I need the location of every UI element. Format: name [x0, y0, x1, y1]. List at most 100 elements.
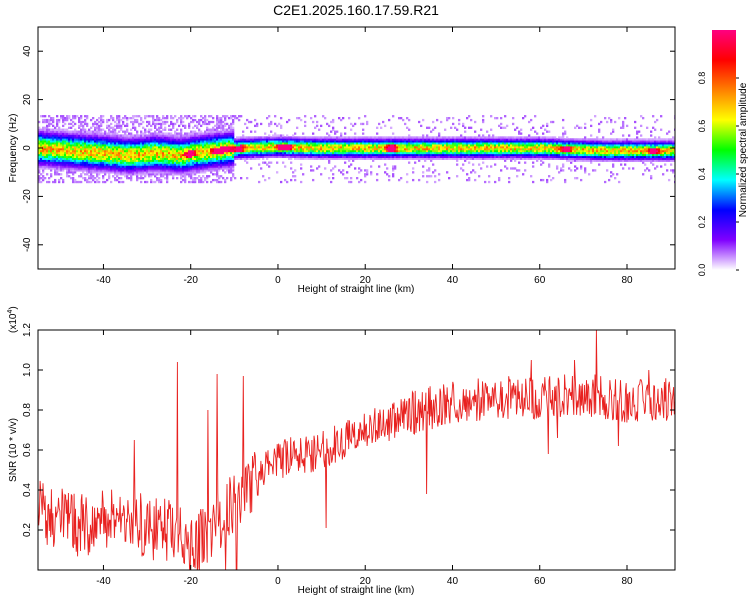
heatmap-cell: [156, 122, 159, 126]
heatmap-cell: [252, 155, 255, 159]
heatmap-cell: [134, 157, 137, 160]
heatmap-cell: [430, 149, 433, 153]
heatmap-cell: [210, 130, 213, 133]
heatmap-cell: [42, 175, 45, 178]
heatmap-cell: [376, 136, 379, 139]
heatmap-cell: [388, 136, 391, 139]
heatmap-cell: [546, 144, 549, 147]
heatmap-cell: [510, 151, 513, 155]
heatmap-cell: [294, 151, 297, 155]
heatmap-cell: [434, 144, 437, 147]
heatmap-cell: [224, 134, 227, 137]
heatmap-cell: [418, 142, 421, 145]
heatmap-cell: [340, 144, 343, 147]
heatmap-cell: [68, 138, 71, 141]
heatmap-cell: [98, 132, 101, 135]
heatmap-cell: [42, 118, 45, 122]
heatmap-cell: [376, 146, 379, 149]
heatmap-cell: [140, 169, 143, 172]
heatmap-cell: [220, 128, 223, 131]
heatmap-cell: [476, 138, 479, 141]
heatmap-cell: [164, 146, 167, 149]
heatmap-cell: [538, 151, 541, 155]
heatmap-cell: [464, 126, 467, 129]
heatmap-cell: [494, 153, 497, 157]
heatmap-cell: [278, 142, 281, 145]
heatmap-cell: [248, 149, 251, 153]
heatmap-cell: [402, 136, 405, 139]
heatmap-cell: [108, 142, 111, 145]
heatmap-cell: [276, 146, 279, 149]
heatmap-cell: [488, 136, 491, 139]
heatmap-cell: [202, 132, 205, 135]
heatmap-cell: [224, 122, 227, 126]
heatmap-cell: [380, 151, 383, 155]
heatmap-cell: [44, 177, 47, 180]
heatmap-cell: [154, 134, 157, 137]
heatmap-cell: [200, 163, 203, 166]
heatmap-cell: [174, 144, 177, 147]
heatmap-cell: [62, 151, 65, 155]
heatmap-cell: [460, 140, 463, 143]
heatmap-cell: [476, 144, 479, 147]
heatmap-cell: [200, 118, 203, 122]
heatmap-cell: [192, 178, 195, 182]
heatmap-cell: [378, 153, 381, 157]
heatmap-cell: [90, 175, 93, 178]
heatmap-cell: [82, 140, 85, 143]
heatmap-cell: [224, 128, 227, 131]
heatmap-cell: [98, 149, 101, 153]
heatmap-cell: [62, 134, 65, 137]
heatmap-cell: [208, 132, 211, 135]
heatmap-cell: [204, 169, 207, 172]
heatmap-cell: [46, 147, 49, 151]
heatmap-cell: [146, 144, 149, 147]
heatmap-cell: [388, 157, 391, 160]
heatmap-cell: [222, 120, 225, 124]
heatmap-cell: [168, 167, 171, 170]
heatmap-cell: [218, 130, 221, 133]
heatmap-cell: [314, 147, 317, 151]
heatmap-cell: [468, 151, 471, 155]
heatmap-cell: [196, 161, 199, 164]
heatmap-cell: [122, 136, 125, 139]
heatmap-cell: [372, 159, 375, 162]
heatmap-cell: [354, 167, 357, 170]
heatmap-cell: [78, 155, 81, 159]
heatmap-cell: [40, 180, 43, 184]
heatmap-cell: [126, 171, 129, 174]
heatmap-cell: [312, 132, 315, 135]
heatmap-cell: [214, 124, 217, 128]
heatmap-cell: [158, 138, 161, 141]
heatmap-cell: [336, 147, 339, 151]
heatmap-cell: [56, 147, 59, 151]
heatmap-cell: [144, 136, 147, 139]
heatmap-cell: [94, 128, 97, 131]
heatmap-cell: [190, 146, 193, 149]
heatmap-cell: [376, 173, 379, 176]
heatmap-cell: [266, 157, 269, 160]
heatmap-cell: [330, 136, 333, 139]
heatmap-cell: [534, 138, 537, 141]
heatmap-cell: [306, 153, 309, 157]
heatmap-cell: [234, 147, 237, 151]
heatmap-cell: [120, 138, 123, 141]
heatmap-cell: [108, 138, 111, 141]
heatmap-cell: [162, 159, 165, 162]
heatmap-cell: [470, 153, 473, 157]
heatmap-cell: [228, 138, 231, 141]
heatmap-cell: [342, 138, 345, 141]
heatmap-cell: [124, 157, 127, 160]
heatmap-cell: [482, 142, 485, 145]
heatmap-cell: [344, 157, 347, 160]
heatmap-cell: [444, 155, 447, 159]
heatmap-cell: [404, 142, 407, 145]
heatmap-cell: [72, 140, 75, 143]
heatmap-cell: [374, 149, 377, 153]
heatmap-cell: [46, 157, 49, 160]
heatmap-cell: [220, 153, 223, 157]
heatmap-cell: [112, 142, 115, 145]
heatmap-cell: [122, 157, 125, 160]
heatmap-cell: [188, 155, 191, 159]
heatmap-cell: [94, 140, 97, 143]
